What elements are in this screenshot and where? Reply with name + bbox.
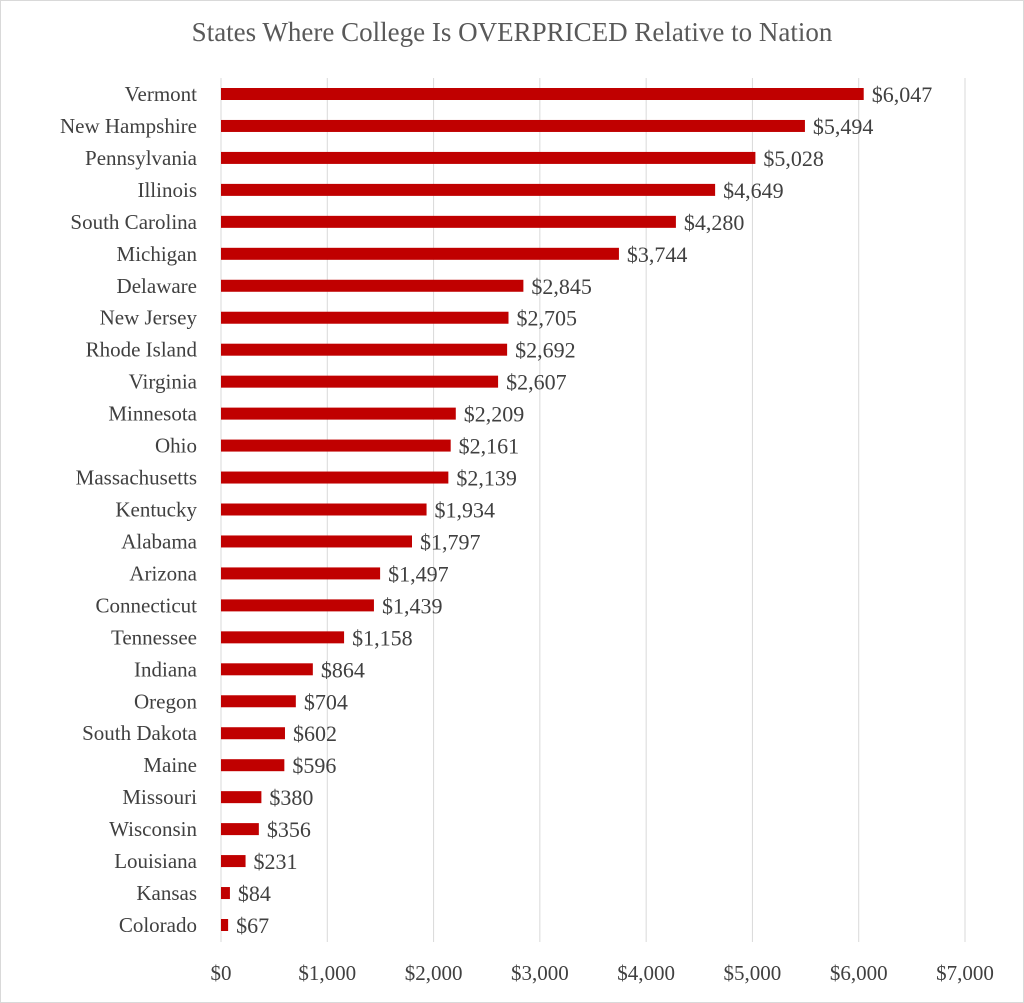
x-tick-label: $6,000 xyxy=(830,961,888,985)
category-label: Oregon xyxy=(134,689,197,713)
data-label: $1,934 xyxy=(435,498,496,523)
category-label: Rhode Island xyxy=(86,338,198,362)
data-label: $2,607 xyxy=(506,370,567,395)
x-tick-label: $3,000 xyxy=(511,961,569,985)
bar xyxy=(221,599,374,612)
bar xyxy=(221,631,345,644)
data-label: $1,439 xyxy=(382,593,443,618)
data-label: $5,028 xyxy=(763,146,824,171)
x-tick-label: $2,000 xyxy=(405,961,463,985)
data-label: $1,497 xyxy=(388,561,449,586)
bar xyxy=(221,247,619,260)
category-label: Maine xyxy=(143,753,197,777)
data-label: $2,161 xyxy=(459,434,520,459)
data-label: $2,692 xyxy=(515,338,576,363)
category-label: New Jersey xyxy=(100,306,198,330)
bar xyxy=(221,503,427,516)
category-label: Vermont xyxy=(125,82,197,106)
data-label: $67 xyxy=(236,913,269,938)
bar xyxy=(221,343,508,356)
category-label: Kentucky xyxy=(115,498,197,522)
data-label: $5,494 xyxy=(813,114,874,139)
bar xyxy=(221,407,456,420)
bar xyxy=(221,759,285,772)
data-label: $1,158 xyxy=(352,625,413,650)
category-label: Indiana xyxy=(134,657,198,681)
data-label: $4,649 xyxy=(723,178,784,203)
data-label: $231 xyxy=(254,849,298,874)
bar xyxy=(221,887,230,900)
category-label: Tennessee xyxy=(111,625,197,649)
bar xyxy=(221,727,285,740)
x-tick-label: $4,000 xyxy=(617,961,675,985)
category-label: Pennsylvania xyxy=(85,146,198,170)
bar xyxy=(221,535,412,548)
chart-title: States Where College Is OVERPRICED Relat… xyxy=(191,17,833,47)
bar xyxy=(221,119,805,132)
category-label: Connecticut xyxy=(96,593,198,617)
bar xyxy=(221,471,449,484)
category-label: Minnesota xyxy=(108,402,197,426)
category-label: Virginia xyxy=(129,370,198,394)
bar xyxy=(221,151,756,164)
data-label: $602 xyxy=(293,721,337,746)
category-label: Louisiana xyxy=(114,849,197,873)
bar xyxy=(221,823,259,836)
category-label: Michigan xyxy=(117,242,198,266)
bar xyxy=(221,88,864,100)
data-label: $2,705 xyxy=(517,306,578,331)
bar xyxy=(221,439,451,452)
category-label: Missouri xyxy=(122,785,197,809)
category-label: Ohio xyxy=(155,434,197,458)
bar xyxy=(221,215,676,228)
data-label: $3,744 xyxy=(627,242,688,267)
category-label: New Hampshire xyxy=(60,114,197,138)
bar xyxy=(221,311,509,324)
bar xyxy=(221,567,381,580)
category-label: Alabama xyxy=(121,529,197,553)
data-label: $2,209 xyxy=(464,402,525,427)
x-tick-label: $7,000 xyxy=(936,961,994,985)
bar xyxy=(221,919,229,931)
data-label: $596 xyxy=(292,753,336,778)
x-tick-label: $0 xyxy=(211,961,232,985)
category-label: Kansas xyxy=(136,881,197,905)
data-label: $1,797 xyxy=(420,529,481,554)
bar xyxy=(221,663,313,676)
data-label: $6,047 xyxy=(872,82,933,107)
bar xyxy=(221,695,296,708)
category-label: Colorado xyxy=(119,913,197,937)
x-tick-label: $5,000 xyxy=(724,961,782,985)
category-label: Illinois xyxy=(137,178,197,202)
data-label: $380 xyxy=(269,785,313,810)
data-label: $704 xyxy=(304,689,348,714)
data-label: $2,845 xyxy=(531,274,592,299)
data-label: $356 xyxy=(267,817,311,842)
x-tick-label: $1,000 xyxy=(298,961,356,985)
category-label: South Carolina xyxy=(70,210,197,234)
category-label: Arizona xyxy=(129,561,197,585)
category-label: South Dakota xyxy=(82,721,198,745)
category-label: Delaware xyxy=(117,274,197,298)
data-label: $4,280 xyxy=(684,210,745,235)
data-label: $84 xyxy=(238,881,271,906)
bar xyxy=(221,375,499,388)
bar xyxy=(221,791,262,804)
data-label: $864 xyxy=(321,657,365,682)
data-label: $2,139 xyxy=(456,466,517,491)
bar xyxy=(221,855,246,868)
bar xyxy=(221,183,716,196)
bar xyxy=(221,279,524,292)
category-label: Wisconsin xyxy=(109,817,197,841)
category-label: Massachusetts xyxy=(76,466,197,490)
